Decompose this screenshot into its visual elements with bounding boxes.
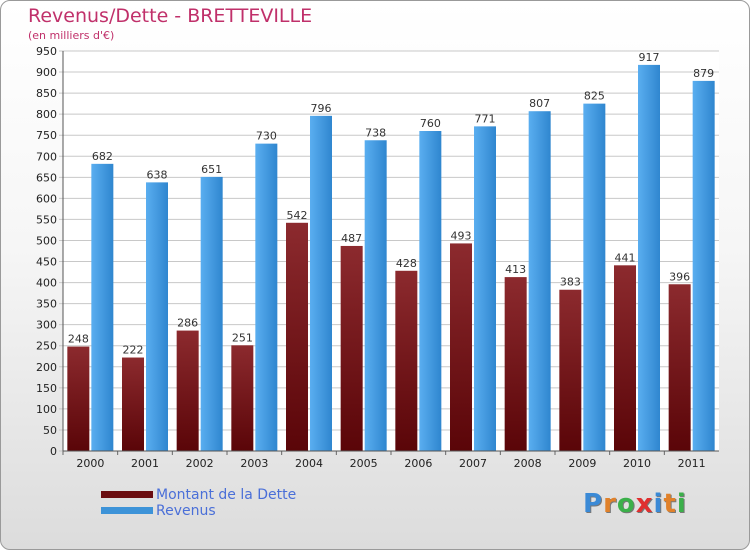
- y-tick-label: 600: [36, 192, 57, 205]
- legend-swatch-revenus: [101, 507, 153, 514]
- x-tick-label: 2011: [678, 457, 706, 470]
- chart-subtitle: (en milliers d'€): [28, 29, 115, 42]
- value-label-revenus: 682: [92, 150, 113, 163]
- bar-revenus: [583, 103, 606, 451]
- logo-letter: t: [663, 489, 677, 519]
- logo-letter: i: [676, 489, 687, 519]
- value-label-dette: 222: [123, 344, 144, 357]
- legend-label-revenus: Revenus: [156, 503, 216, 519]
- value-label-dette: 413: [505, 263, 526, 276]
- y-tick-label: 100: [36, 403, 57, 416]
- y-tick-label: 800: [36, 108, 57, 121]
- y-tick-label: 900: [36, 66, 57, 79]
- x-tick-label: 2008: [514, 457, 542, 470]
- logo-letter: r: [603, 489, 617, 519]
- bar-revenus: [200, 176, 223, 452]
- x-tick-label: 2009: [568, 457, 596, 470]
- logo-letter: o: [616, 489, 636, 519]
- y-tick-label: 0: [50, 445, 57, 458]
- y-tick-label: 700: [36, 150, 57, 163]
- bar-dette: [450, 243, 472, 451]
- value-label-revenus: 879: [693, 67, 714, 80]
- x-tick-label: 2003: [240, 457, 268, 470]
- y-tick-label: 650: [36, 171, 57, 184]
- value-label-dette: 441: [615, 251, 636, 264]
- bar-dette: [286, 222, 308, 451]
- bar-revenus: [91, 163, 114, 451]
- y-tick-label: 50: [43, 424, 57, 437]
- logo-letter: x: [635, 489, 654, 519]
- bar-revenus: [474, 126, 496, 452]
- bar-dette: [504, 277, 527, 451]
- bar-revenus: [255, 143, 278, 451]
- x-tick-label: 2000: [76, 457, 104, 470]
- value-label-revenus: 638: [147, 168, 168, 181]
- value-label-revenus: 738: [365, 126, 386, 139]
- bar-dette: [176, 330, 199, 451]
- y-tick-label: 500: [36, 234, 57, 247]
- y-tick-label: 450: [36, 256, 57, 269]
- x-tick-label: 2007: [459, 457, 487, 470]
- value-label-dette: 487: [341, 232, 362, 245]
- x-tick-label: 2001: [131, 457, 159, 470]
- y-tick-label: 750: [36, 129, 57, 142]
- bar-dette: [67, 346, 90, 451]
- legend-label-dette: Montant de la Dette: [156, 487, 297, 503]
- y-tick-label: 950: [36, 45, 57, 58]
- value-label-dette: 428: [396, 257, 417, 270]
- bar-revenus: [528, 111, 551, 452]
- y-tick-label: 300: [36, 319, 57, 332]
- bar-dette: [122, 357, 144, 451]
- value-label-revenus: 807: [529, 97, 550, 110]
- y-tick-label: 400: [36, 277, 57, 290]
- y-tick-label: 550: [36, 213, 57, 226]
- y-tick-label: 850: [36, 87, 57, 100]
- value-label-revenus: 730: [256, 130, 277, 143]
- bar-dette: [559, 289, 582, 451]
- value-label-revenus: 917: [639, 51, 660, 64]
- logo-letter: P: [583, 489, 604, 519]
- value-label-revenus: 771: [475, 112, 496, 125]
- value-label-dette: 251: [232, 331, 253, 344]
- y-tick-label: 350: [36, 298, 57, 311]
- bar-revenus: [419, 131, 442, 451]
- value-label-dette: 286: [177, 317, 198, 330]
- value-label-dette: 542: [287, 209, 308, 222]
- value-label-dette: 383: [560, 276, 581, 289]
- bar-dette: [614, 265, 636, 451]
- y-tick-label: 250: [36, 340, 57, 353]
- x-tick-label: 2006: [404, 457, 432, 470]
- plot-area: [63, 51, 719, 451]
- bar-revenus: [692, 80, 715, 451]
- x-tick-label: 2004: [295, 457, 323, 470]
- bar-revenus: [638, 64, 660, 451]
- bar-dette: [668, 284, 691, 451]
- value-label-dette: 248: [68, 333, 89, 346]
- value-label-revenus: 651: [201, 163, 222, 176]
- value-label-dette: 396: [669, 270, 690, 283]
- bar-revenus: [364, 140, 387, 451]
- logo-letter: i: [653, 489, 664, 519]
- legend-swatch-dette: [101, 491, 153, 498]
- bar-dette: [340, 245, 363, 451]
- chart-title: Revenus/Dette - BRETTEVILLE: [28, 5, 313, 27]
- proxiti-logo: Proxiti: [583, 489, 687, 519]
- x-tick-label: 2002: [186, 457, 214, 470]
- y-tick-label: 200: [36, 361, 57, 374]
- bar-revenus: [146, 182, 168, 452]
- bar-revenus: [310, 115, 332, 451]
- value-label-dette: 493: [451, 229, 472, 242]
- bar-dette: [231, 345, 254, 451]
- y-tick-label: 150: [36, 382, 57, 395]
- value-label-revenus: 825: [584, 90, 605, 103]
- value-label-revenus: 796: [311, 102, 332, 115]
- bar-dette: [395, 270, 418, 451]
- x-tick-label: 2010: [623, 457, 651, 470]
- value-label-revenus: 760: [420, 117, 441, 130]
- x-tick-label: 2005: [350, 457, 378, 470]
